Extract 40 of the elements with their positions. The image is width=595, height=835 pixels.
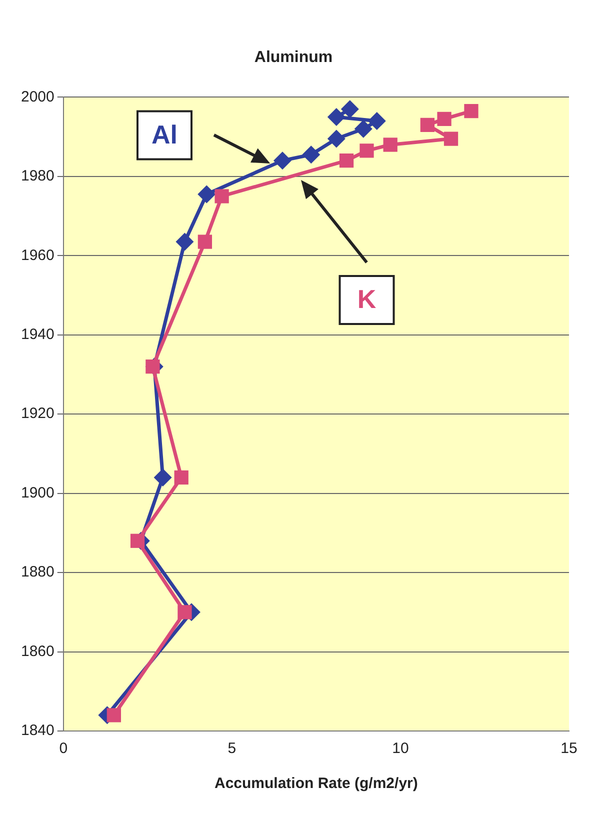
point: [273, 152, 292, 170]
y-tick-label: 1980: [20, 168, 54, 185]
point: [444, 132, 458, 146]
point: [340, 100, 359, 118]
y-tick-label: 1920: [20, 405, 54, 422]
point: [106, 708, 122, 722]
point: [214, 189, 229, 204]
x-tick-label: 10: [392, 740, 409, 758]
y-tick-label: 1960: [20, 246, 54, 264]
point: [198, 234, 212, 249]
series-label: Al: [151, 119, 178, 150]
point: [464, 104, 478, 118]
x-tick-label: 15: [560, 740, 578, 758]
y-tick-label: 1840: [20, 722, 54, 740]
point: [198, 185, 216, 204]
text: K: [357, 284, 376, 314]
y-tick-label: 1860: [20, 642, 54, 660]
point: [354, 120, 372, 138]
point: [174, 470, 188, 485]
point: [360, 144, 374, 158]
x-tick-label: 5: [228, 740, 236, 758]
point: [437, 112, 452, 126]
point: [178, 605, 192, 620]
y-tick-label: 1900: [20, 484, 54, 502]
point: [130, 534, 145, 548]
point: [383, 138, 398, 152]
point: [327, 130, 346, 148]
point: [302, 146, 320, 164]
y-tick-label: 1940: [20, 326, 54, 344]
point: [327, 108, 346, 126]
point: [154, 468, 172, 486]
chart-title: Aluminum: [254, 49, 333, 66]
x-tick-label: 0: [59, 740, 68, 758]
point: [420, 118, 434, 132]
x-axis-title: Accumulation Rate (g/m2/yr): [214, 775, 418, 792]
point: [339, 154, 354, 168]
y-tick-label: 1880: [20, 564, 54, 581]
y-tick-label: 2000: [20, 88, 54, 106]
point: [176, 232, 194, 251]
point: [368, 112, 386, 130]
